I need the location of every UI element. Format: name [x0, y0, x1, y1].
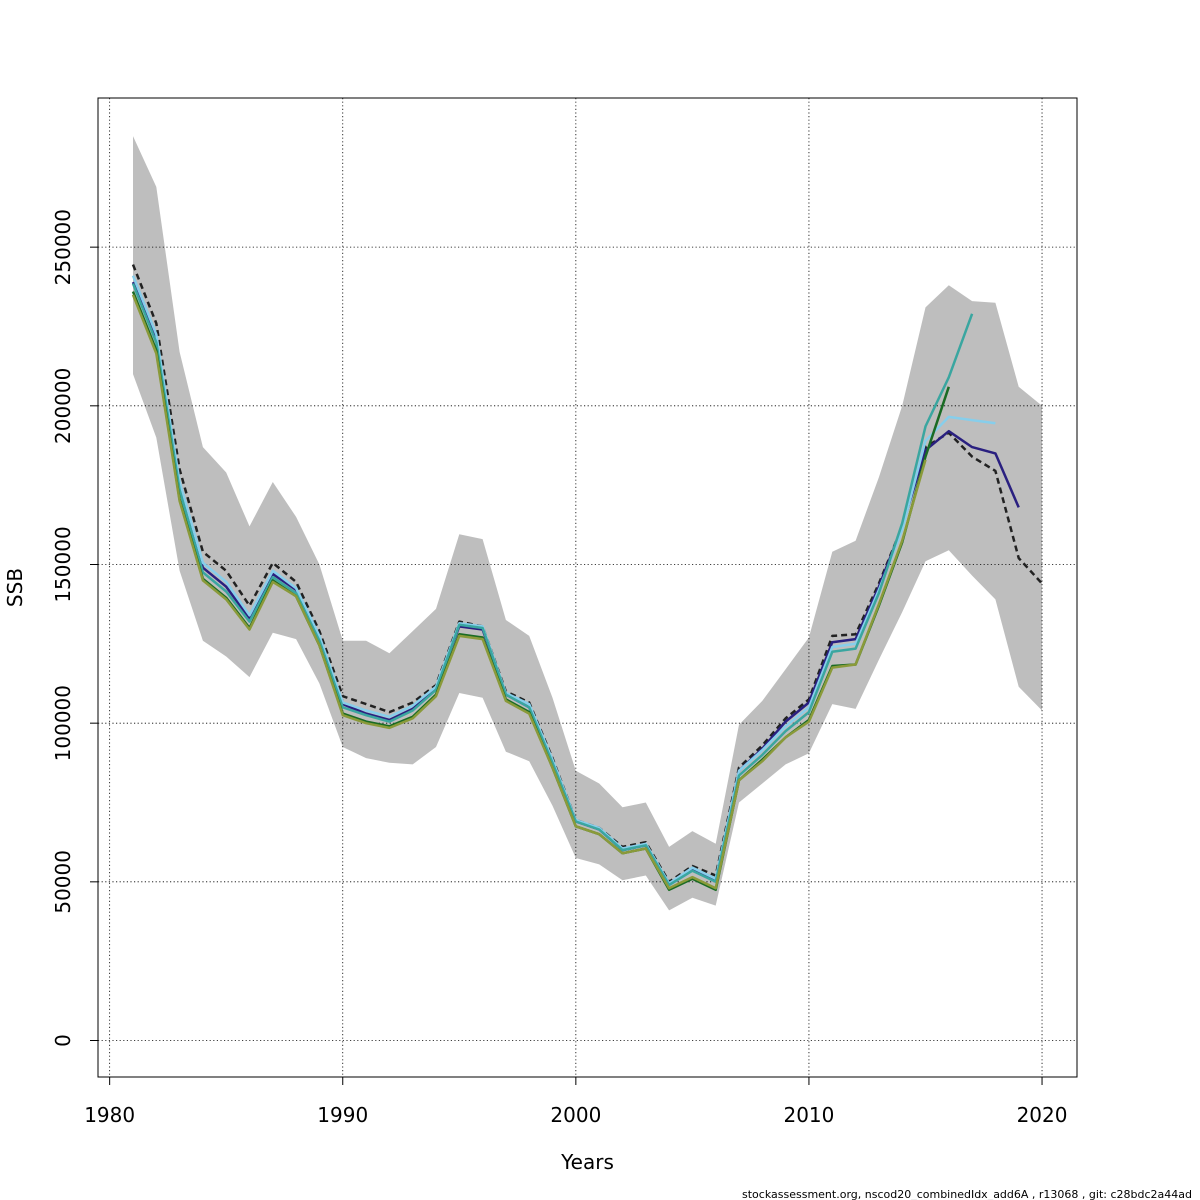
- y-axis: 0 50000 100000 150000 200000 250000: [51, 209, 99, 1047]
- x-axis-title: Years: [560, 1150, 614, 1174]
- y-tick-label: 150000: [51, 526, 75, 602]
- y-axis-title: SSB: [3, 568, 27, 607]
- series-layer: [131, 264, 1043, 892]
- x-tick-label: 1980: [84, 1103, 135, 1127]
- y-tick-label: 250000: [51, 209, 75, 285]
- y-tick-label: 50000: [51, 850, 75, 914]
- x-axis: 1980 1990 2000 2010 2020: [84, 1076, 1068, 1127]
- footer-caption: stockassessment.org, nscod20_combinedIdx…: [742, 1188, 1192, 1200]
- y-tick-label: 200000: [51, 368, 75, 444]
- grid-layer: [98, 98, 1077, 1077]
- x-tick-label: 2010: [783, 1103, 834, 1127]
- x-tick-label: 2020: [1017, 1103, 1068, 1127]
- confidence-band-layer: [133, 136, 1042, 911]
- series-line-4: [131, 283, 974, 887]
- y-tick-label: 0: [51, 1034, 75, 1047]
- confidence-band: [133, 136, 1042, 911]
- x-tick-label: 1990: [317, 1103, 368, 1127]
- series-line-6: [131, 294, 927, 890]
- y-tick-label: 100000: [51, 685, 75, 761]
- x-tick-label: 2000: [550, 1103, 601, 1127]
